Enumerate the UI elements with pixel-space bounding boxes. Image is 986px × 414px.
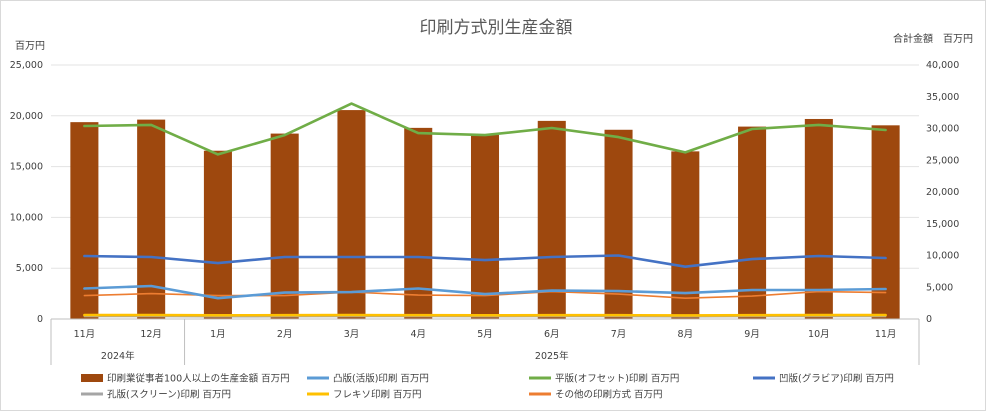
left-axis-unit-label: 百万円 <box>15 40 45 52</box>
category-label: 11月 <box>875 329 897 340</box>
category-label: 11月 <box>74 329 96 340</box>
right-axis-tick-label: 15,000 <box>926 219 959 230</box>
category-label: 10月 <box>808 329 830 340</box>
right-axis-tick-label: 35,000 <box>926 92 959 103</box>
legend-label: 凸版(活版)印刷 百万円 <box>333 373 429 385</box>
bar <box>271 134 299 319</box>
legend-swatch <box>81 374 103 382</box>
legend-label: フレキソ印刷 百万円 <box>333 389 422 401</box>
right-axis-tick-label: 20,000 <box>926 187 959 198</box>
legend-label: 印刷業従事者100人以上の生産金額 百万円 <box>107 373 290 385</box>
left-axis-ticks: 0 5,000 10,000 15,000 20,000 25,000 <box>10 60 43 325</box>
category-axis: 11月 12月 1月 2月 3月 4月 5月 6月 7月 8月 9月 10月 11月 2024年 2025年 <box>51 319 919 365</box>
category-label: 5月 <box>477 329 493 340</box>
bar <box>471 135 499 319</box>
category-label: 12月 <box>140 329 162 340</box>
bar <box>204 151 232 319</box>
year-group-label: 2024年 <box>101 350 135 362</box>
left-axis-tick-label: 20,000 <box>10 111 43 122</box>
bar <box>538 121 566 319</box>
left-axis-tick-label: 25,000 <box>10 60 43 71</box>
category-label: 3月 <box>344 329 360 340</box>
category-label: 9月 <box>744 329 760 340</box>
right-axis-tick-label: 30,000 <box>926 124 959 135</box>
right-axis-tick-label: 5,000 <box>926 282 953 293</box>
bar-series <box>70 110 899 319</box>
category-label: 8月 <box>678 329 694 340</box>
right-axis-ticks: 0 5,000 10,000 15,000 20,000 25,000 30,000 35,0… <box>926 60 959 325</box>
legend-label: 凹版(グラビア)印刷 百万円 <box>779 373 894 385</box>
chart-title: 印刷方式別生産金額 <box>420 18 573 38</box>
left-axis-tick-label: 5,000 <box>16 263 43 274</box>
legend: 印刷業従事者100人以上の生産金額 百万円 凸版(活版)印刷 百万円 平版(オフセッ… <box>81 373 894 401</box>
right-axis-tick-label: 10,000 <box>926 251 959 262</box>
legend-label: 平版(オフセット)印刷 百万円 <box>555 373 679 385</box>
legend-label: その他の印刷方式 百万円 <box>555 389 663 401</box>
year-group-label: 2025年 <box>535 350 569 362</box>
left-axis-tick-label: 15,000 <box>10 162 43 173</box>
legend-label: 孔版(スクリーン)印刷 百万円 <box>107 389 231 401</box>
category-label: 7月 <box>611 329 627 340</box>
category-label: 2月 <box>277 329 293 340</box>
category-label: 6月 <box>544 329 560 340</box>
right-axis-tick-label: 25,000 <box>926 155 959 166</box>
right-axis-tick-label: 40,000 <box>926 60 959 71</box>
right-axis-tick-label: 0 <box>926 314 932 325</box>
bar <box>337 110 365 319</box>
category-label: 1月 <box>210 329 226 340</box>
category-label: 4月 <box>410 329 426 340</box>
right-axis-unit-label: 合計金額 百万円 <box>893 32 973 45</box>
left-axis-tick-label: 0 <box>37 314 43 325</box>
left-axis-tick-label: 10,000 <box>10 212 43 223</box>
